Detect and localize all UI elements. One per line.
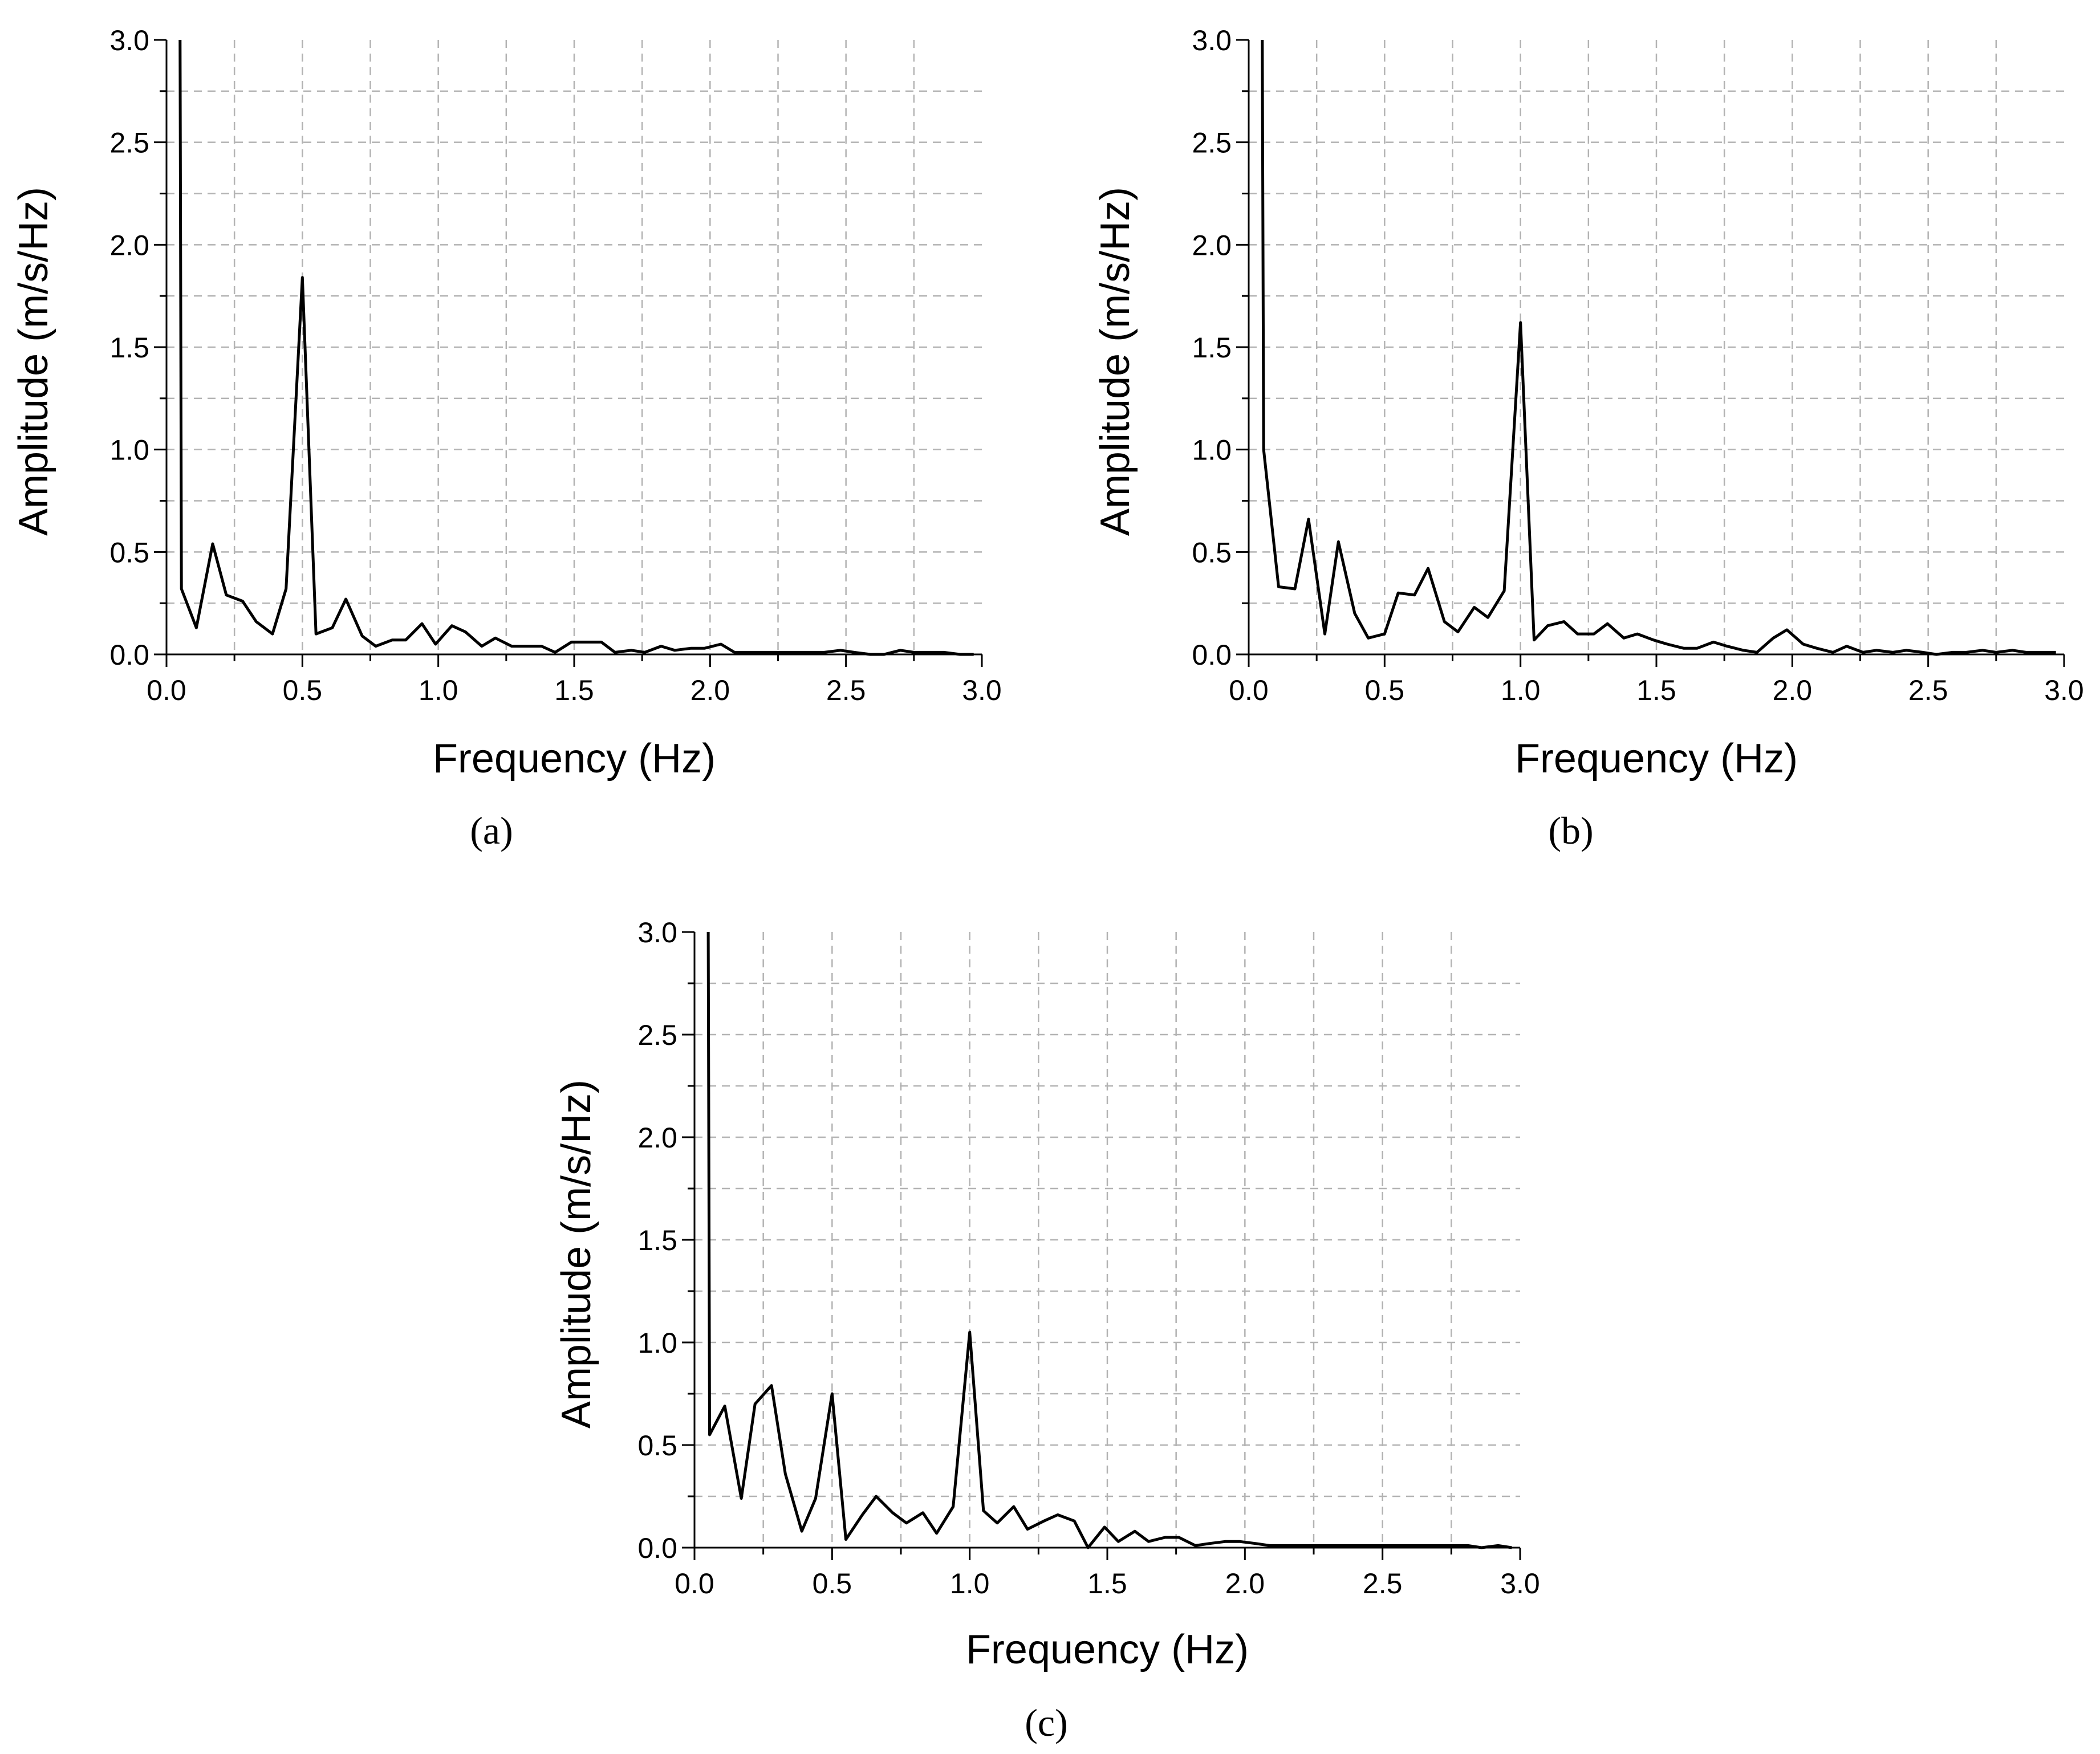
x-tick-label: 2.5 bbox=[1908, 674, 1948, 706]
y-tick-label: 3.0 bbox=[109, 25, 149, 56]
panel-label: (c) bbox=[1025, 1701, 1067, 1744]
y-tick-label: 0.0 bbox=[1192, 639, 1232, 671]
y-tick-label: 1.0 bbox=[637, 1327, 677, 1359]
x-tick-label: 0.5 bbox=[1365, 674, 1405, 706]
y-tick-label: 2.5 bbox=[1192, 127, 1232, 159]
y-tick-label: 1.0 bbox=[109, 434, 149, 466]
x-axis-title: Frequency (Hz) bbox=[433, 736, 716, 782]
panel-label: (a) bbox=[470, 809, 513, 852]
panel-label: (b) bbox=[1548, 809, 1593, 852]
series-line bbox=[706, 931, 1512, 1549]
x-tick-label: 1.0 bbox=[950, 1568, 990, 1600]
y-tick-label: 0.5 bbox=[109, 536, 149, 568]
y-tick-label: 1.5 bbox=[637, 1224, 677, 1256]
x-tick-label: 0.0 bbox=[147, 674, 186, 706]
x-tick-label: 2.0 bbox=[1225, 1568, 1265, 1600]
y-axis-title: Amplitude (m/s/Hz) bbox=[11, 187, 56, 536]
x-tick-label: 0.5 bbox=[283, 674, 323, 706]
series-line bbox=[178, 39, 974, 656]
x-tick-label: 2.0 bbox=[690, 674, 730, 706]
y-tick-label: 1.5 bbox=[109, 332, 149, 364]
chart-panel-c: 0.0 0.5 1.0 1.5 2.0 2.5 3.0 0.0 0.5 1.0 1.5 2.0 2.5 3… bbox=[554, 917, 1540, 1744]
x-axis-title: Frequency (Hz) bbox=[966, 1627, 1249, 1672]
x-tick-label: 1.5 bbox=[1636, 674, 1676, 706]
x-tick-label: 3.0 bbox=[962, 674, 1002, 706]
y-tick-label: 0.0 bbox=[109, 639, 149, 671]
chart-panel-a: 0.0 0.5 1.0 1.5 2.0 2.5 3.0 0.0 0.5 1.0 1.5 2.0 2.5 3… bbox=[11, 25, 1002, 852]
y-tick-label: 3.0 bbox=[637, 917, 677, 949]
x-tick-label: 1.0 bbox=[1501, 674, 1541, 706]
y-tick-label: 2.0 bbox=[637, 1122, 677, 1154]
y-tick-label: 2.5 bbox=[109, 127, 149, 159]
y-tick-label: 2.0 bbox=[109, 229, 149, 261]
y-tick-label: 1.5 bbox=[1192, 332, 1232, 364]
x-tick-label: 2.5 bbox=[826, 674, 866, 706]
x-tick-label: 2.5 bbox=[1363, 1568, 1403, 1600]
x-tick-label: 2.0 bbox=[1773, 674, 1813, 706]
x-axis-title: Frequency (Hz) bbox=[1515, 736, 1798, 782]
x-tick-label: 1.0 bbox=[419, 674, 458, 706]
y-tick-label: 0.5 bbox=[637, 1430, 677, 1462]
y-axis-title: Amplitude (m/s/Hz) bbox=[1092, 187, 1138, 536]
chart-panel-b: 0.0 0.5 1.0 1.5 2.0 2.5 3.0 0.0 0.5 1.0 1.5 2.0 2.5 3… bbox=[1092, 25, 2084, 852]
x-tick-label: 0.0 bbox=[675, 1568, 714, 1600]
x-tick-label: 3.0 bbox=[2044, 674, 2084, 706]
series-line bbox=[1261, 39, 2056, 656]
x-tick-label: 3.0 bbox=[1500, 1568, 1540, 1600]
y-tick-label: 2.5 bbox=[637, 1019, 677, 1051]
y-tick-label: 0.0 bbox=[637, 1532, 677, 1564]
y-tick-label: 3.0 bbox=[1192, 25, 1232, 56]
y-tick-label: 0.5 bbox=[1192, 536, 1232, 568]
y-axis-title: Amplitude (m/s/Hz) bbox=[554, 1080, 599, 1429]
x-tick-label: 0.5 bbox=[813, 1568, 852, 1600]
y-tick-label: 1.0 bbox=[1192, 434, 1232, 466]
x-tick-label: 1.5 bbox=[554, 674, 594, 706]
y-tick-label: 2.0 bbox=[1192, 229, 1232, 261]
x-tick-label: 0.0 bbox=[1229, 674, 1269, 706]
x-tick-label: 1.5 bbox=[1087, 1568, 1127, 1600]
